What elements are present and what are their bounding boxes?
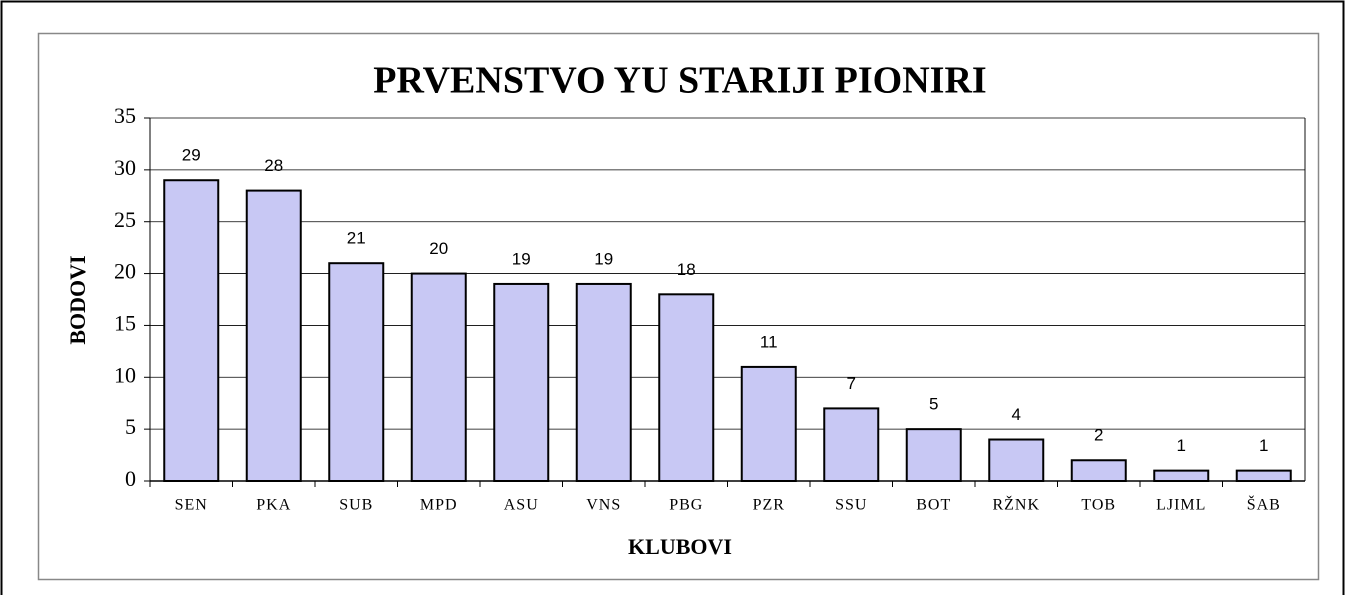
x-tick-label: SEN [175, 497, 208, 514]
x-tick-label: SSU [835, 497, 867, 514]
bar [823, 407, 880, 482]
y-tick-label: 20 [114, 259, 136, 284]
bar [1235, 469, 1292, 482]
bar [493, 282, 550, 483]
x-tick-label: LJIML [1156, 497, 1206, 514]
x-tick-label: RŽNK [992, 495, 1040, 514]
bar [575, 282, 632, 483]
y-tick-label: 35 [114, 103, 136, 128]
x-tick-label: PZR [753, 497, 785, 514]
data-label: 7 [847, 374, 856, 393]
x-tick-label: PBG [669, 497, 703, 514]
data-label: 11 [760, 332, 778, 351]
bar [245, 189, 302, 482]
data-label: 18 [677, 260, 696, 279]
data-label: 1 [1259, 436, 1268, 455]
data-label: 4 [1012, 405, 1021, 424]
bar [905, 428, 962, 482]
bar [163, 179, 220, 482]
data-label: 2 [1094, 426, 1103, 445]
data-label: 29 [182, 146, 201, 165]
x-tick-label: SUB [339, 497, 373, 514]
y-tick-label: 25 [114, 207, 136, 232]
y-tick-label: 10 [114, 362, 136, 387]
y-tick-label: 15 [114, 310, 136, 335]
x-tick-label: ASU [504, 497, 539, 514]
bar [988, 438, 1045, 482]
bar [328, 262, 385, 483]
x-tick-label: MPD [420, 497, 458, 514]
x-axis-label: KLUBOVI [628, 534, 732, 559]
y-axis-label: BODOVI [65, 255, 90, 344]
data-label: 20 [429, 239, 448, 258]
data-label: 19 [512, 249, 531, 268]
bar [740, 365, 797, 482]
y-tick-label: 0 [125, 466, 136, 491]
y-tick-label: 30 [114, 155, 136, 180]
data-label: 1 [1177, 436, 1186, 455]
bar [658, 293, 715, 483]
x-tick-label: PKA [256, 497, 291, 514]
bar [1153, 469, 1210, 482]
bar [1070, 459, 1127, 482]
x-tick-label: BOT [916, 497, 951, 514]
bar [410, 272, 467, 483]
data-label: 5 [929, 395, 938, 414]
chart-title: PRVENSTVO YU STARIJI PIONIRI [373, 60, 986, 102]
data-label: 28 [264, 156, 283, 175]
data-label: 19 [594, 249, 613, 268]
data-label: 21 [347, 229, 366, 248]
x-tick-label: ŠAB [1247, 495, 1281, 514]
x-tick-label: TOB [1081, 497, 1116, 514]
y-tick-label: 5 [125, 414, 136, 439]
x-tick-label: VNS [586, 497, 621, 514]
